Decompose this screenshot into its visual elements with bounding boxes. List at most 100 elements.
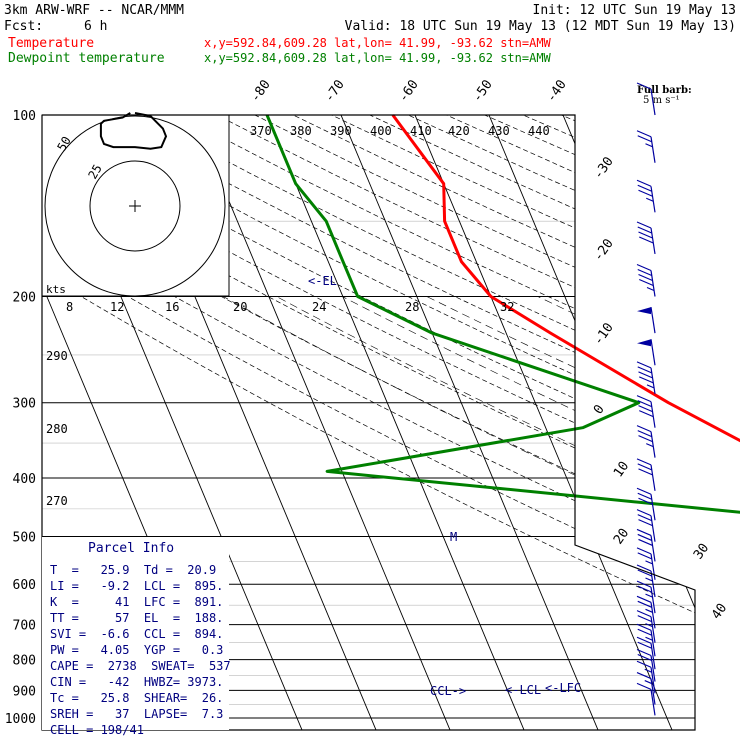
wind-barb (636, 580, 656, 614)
dry-adiabat (484, 115, 695, 730)
speed-axis-label: 12 (110, 300, 124, 314)
lcl-label: <-LCL (505, 683, 541, 697)
speed-axis-label: 16 (165, 300, 179, 314)
hodograph: 25 50 kts (41, 112, 230, 297)
dry-adiabat (254, 115, 695, 730)
isotherm-line (255, 115, 525, 730)
wind-barb (636, 509, 656, 542)
wind-key: Full barb: 5 m s⁻¹ (637, 85, 692, 106)
pressure-tick-label: 500 (13, 530, 36, 545)
valid-time: Valid: 18 UTC Sun 19 May 13 (12 MDT Sun … (345, 19, 736, 34)
wind-barb (636, 179, 656, 213)
wind-barb (637, 307, 656, 334)
forecast-hour: 6 h (84, 19, 107, 34)
wind-barb (636, 425, 656, 458)
wind-barb (636, 264, 656, 297)
pressure-tick-label: 1000 (5, 712, 36, 727)
wind-barb (636, 595, 656, 629)
dry-adiabat (407, 115, 695, 730)
wind-barb (636, 130, 656, 163)
wind-barb (636, 361, 656, 394)
parcel-info-row: SREH = 37 LAPSE= 7.3 (50, 707, 223, 721)
wind-barb (636, 672, 656, 705)
theta-label: 440 (528, 124, 550, 138)
speed-axis-label: 24 (312, 300, 326, 314)
dry-adiabat (599, 115, 695, 730)
wind-barbs (636, 82, 656, 716)
wind-barb (636, 660, 656, 694)
wind-key-value: 5 m s⁻¹ (643, 95, 680, 106)
pressure-tick-label: 900 (13, 684, 36, 699)
isotherm-label: -20 (591, 236, 617, 264)
dry-adiabat (63, 115, 695, 730)
pressure-tick-label: 700 (13, 619, 36, 634)
el-label: <-EL (308, 274, 337, 288)
temperature-legend: Temperature (8, 36, 94, 51)
dry-adiabat (42, 115, 695, 730)
dry-adiabat (637, 115, 695, 730)
profile-dewpoint (265, 114, 740, 514)
wind-barb (636, 623, 656, 657)
hodograph-ring-label: 50 (54, 134, 73, 154)
dry-adiabat (561, 115, 695, 730)
dewpoint-legend: Dewpoint temperature (8, 51, 165, 66)
isotherm-label: -30 (591, 154, 617, 182)
speed-axis-label: 28 (405, 300, 419, 314)
moist-adiabat (537, 296, 695, 730)
wind-key-title: Full barb: (637, 85, 692, 96)
wind-barb (636, 610, 656, 643)
wind-barb (636, 636, 656, 670)
theta-label: 280 (46, 422, 68, 436)
isotherm-line (477, 115, 695, 730)
hodograph-ring-label: 25 (85, 162, 104, 182)
isotherm-label: -70 (322, 77, 348, 105)
isotherm-label: 40 (709, 601, 730, 622)
sounding-profiles (265, 114, 740, 514)
pressure-tick-label: 600 (13, 578, 36, 593)
speed-axis-label: 32 (500, 300, 514, 314)
dry-adiabat (178, 115, 695, 730)
parcel-info-row: PW = 4.05 YGP = 0.3 (50, 643, 223, 657)
wind-barb (636, 82, 656, 116)
parcel-info-title: Parcel Info (88, 541, 174, 556)
dry-adiabat (216, 115, 695, 730)
temperature-location: x,y=592.84,609.28 lat,lon= 41.99, -93.62… (204, 36, 552, 50)
dry-adiabat (42, 115, 695, 730)
dry-adiabat (42, 115, 695, 730)
wind-barb (636, 564, 656, 598)
wind-barb (636, 221, 656, 255)
parcel-info-row: T = 25.9 Td = 20.9 (50, 563, 216, 577)
hodograph-ring (89, 160, 181, 252)
isotherm-label: -40 (544, 77, 570, 105)
lfc-label: <-LFC (545, 681, 581, 695)
isotherm-label: 0 (591, 402, 608, 417)
theta-label: 380 (290, 124, 312, 138)
theta-label: 270 (46, 494, 68, 508)
init-time: Init: 12 UTC Sun 19 May 13 (533, 3, 737, 18)
wind-barb (636, 547, 656, 580)
pressure-tick-label: 200 (13, 291, 36, 306)
speed-axis-label: 8 (66, 300, 73, 314)
parcel-info-row: CAPE = 2738 SWEAT= 537 (50, 659, 231, 673)
isotherm-label: -10 (591, 320, 617, 348)
ccl-label: CCL-> (430, 684, 466, 698)
dry-adiabat (42, 115, 695, 730)
moist-adiabat (223, 296, 695, 730)
hodograph-trace (99, 112, 168, 150)
pressure-tick-label: 100 (13, 109, 36, 124)
forecast-label: Fcst: (4, 19, 43, 34)
wind-barb (636, 487, 656, 521)
axis-labels: 100200300400500600700800900100023581220-… (5, 77, 731, 727)
wind-barb (637, 339, 656, 366)
profile-temperature (391, 114, 740, 443)
wind-barb (636, 528, 656, 562)
hodograph-rings (44, 115, 226, 296)
wind-barb (636, 395, 656, 428)
isotherm-label: -50 (470, 77, 496, 105)
m-label: M (450, 530, 457, 544)
pressure-tick-label: 400 (13, 472, 36, 487)
moist-adiabat (676, 296, 695, 730)
parcel-info-row: CIN = -42 HWBZ= 3973. (50, 675, 223, 689)
hodograph-ring (44, 115, 226, 296)
